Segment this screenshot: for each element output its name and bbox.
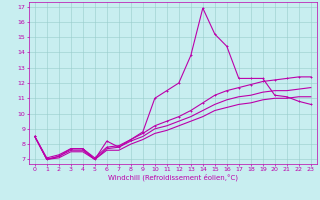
X-axis label: Windchill (Refroidissement éolien,°C): Windchill (Refroidissement éolien,°C) (108, 174, 238, 181)
